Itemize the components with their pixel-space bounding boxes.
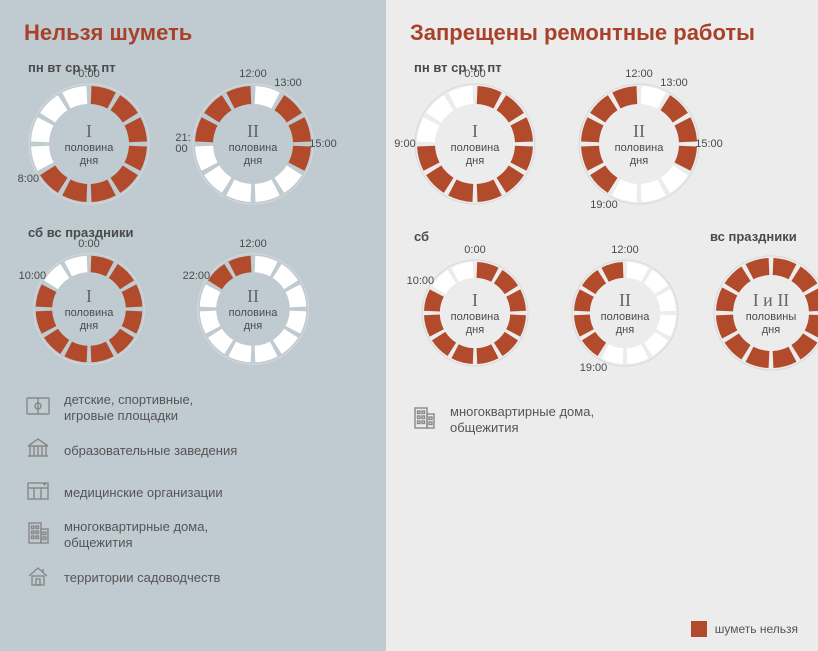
location-label: территории садоводчеств (64, 570, 220, 586)
ring-center-label: Iполовинадня (410, 248, 540, 378)
days-row: сб (414, 229, 690, 244)
ring-row: Iполовинадня0:0010:00IIполовинадня12:001… (410, 248, 690, 378)
ring-center-label: Iполовинадня (24, 244, 154, 374)
clock-ring: IIполовинадня12:0019:00 (560, 248, 690, 378)
icon-list: многоквартирные дома, общежития (410, 404, 798, 437)
time-label: 15:00 (695, 138, 723, 150)
legend: шуметь нельзя (691, 621, 798, 637)
apartment-icon (410, 404, 438, 436)
clock-ring: IIполовинадня12:0013:0015:0021: 00 (188, 79, 318, 209)
time-label: 8:00 (18, 173, 39, 185)
clock-ring: Iполовинадня0:008:00 (24, 79, 154, 209)
ring-center-label: I и IIполовиныдня (706, 248, 818, 378)
time-label: 10:00 (407, 275, 435, 287)
time-label: 12:00 (625, 68, 653, 80)
time-label: 12:00 (239, 68, 267, 80)
ring-row: I и IIполовиныдня (706, 248, 818, 378)
location-item: медицинские организации (24, 477, 366, 509)
time-label: 21: 00 (175, 133, 190, 155)
clock-ring: Iполовинадня0:0010:00 (410, 248, 540, 378)
time-label: 0:00 (464, 68, 485, 80)
clock-ring: IIполовинадня12:0013:0015:0019:00 (574, 79, 704, 209)
playground-icon (24, 392, 52, 424)
apartment-icon (24, 519, 52, 551)
clock-ring: IIполовинадня12:0022:00 (188, 244, 318, 374)
house-icon (24, 562, 52, 594)
ring-row: Iполовинадня0:009:00 IIполовинадня12:0013… (410, 79, 798, 209)
time-label: 19:00 (580, 362, 608, 374)
ring-row: Iполовинадня0:0010:00 IIполовинадня12:002… (24, 244, 366, 374)
ring-center-label: Iполовинадня (24, 79, 154, 209)
ring-center-label: IIполовинадня (560, 248, 690, 378)
time-label: 13:00 (660, 77, 688, 89)
panel-repair: Запрещены ремонтные работы пн вт ср чт п… (386, 0, 818, 651)
time-label: 0:00 (464, 244, 485, 256)
title-left: Нельзя шуметь (24, 20, 366, 46)
time-label: 0:00 (78, 238, 99, 250)
panel-noise: Нельзя шуметь пн вт ср чт пт Iполовинадн… (0, 0, 386, 651)
time-label: 22:00 (183, 270, 211, 282)
location-item: многоквартирные дома, общежития (24, 519, 366, 552)
time-label: 19:00 (590, 199, 618, 211)
location-label: детские, спортивные, игровые площадки (64, 392, 193, 425)
clock-ring: Iполовинадня0:009:00 (410, 79, 540, 209)
time-label: 9:00 (394, 138, 415, 150)
location-item: многоквартирные дома, общежития (410, 404, 798, 437)
location-label: многоквартирные дома, общежития (64, 519, 208, 552)
location-label: медицинские организации (64, 485, 223, 501)
ring-center-label: IIполовинадня (574, 79, 704, 209)
time-label: 10:00 (19, 270, 47, 282)
time-label: 12:00 (611, 244, 639, 256)
time-label: 0:00 (78, 68, 99, 80)
legend-label: шуметь нельзя (715, 622, 798, 636)
location-label: многоквартирные дома, общежития (450, 404, 594, 437)
time-label: 15:00 (309, 138, 337, 150)
icon-list: детские, спортивные, игровые площадки обр… (24, 392, 366, 594)
clock-ring: Iполовинадня0:0010:00 (24, 244, 154, 374)
title-right: Запрещены ремонтные работы (410, 20, 798, 46)
ring-row: Iполовинадня0:008:00 IIполовинадня12:0013… (24, 79, 366, 209)
education-icon (24, 435, 52, 467)
time-label: 13:00 (274, 77, 302, 89)
location-item: детские, спортивные, игровые площадки (24, 392, 366, 425)
clock-ring: I и IIполовиныдня (706, 248, 818, 378)
ring-center-label: IIполовинадня (188, 79, 318, 209)
location-item: территории садоводчеств (24, 562, 366, 594)
legend-swatch (691, 621, 707, 637)
time-label: 12:00 (239, 238, 267, 250)
location-item: образовательные заведения (24, 435, 366, 467)
ring-center-label: Iполовинадня (410, 79, 540, 209)
location-label: образовательные заведения (64, 443, 237, 459)
ring-center-label: IIполовинадня (188, 244, 318, 374)
days-row: вс праздники (710, 229, 797, 244)
medical-icon (24, 477, 52, 509)
